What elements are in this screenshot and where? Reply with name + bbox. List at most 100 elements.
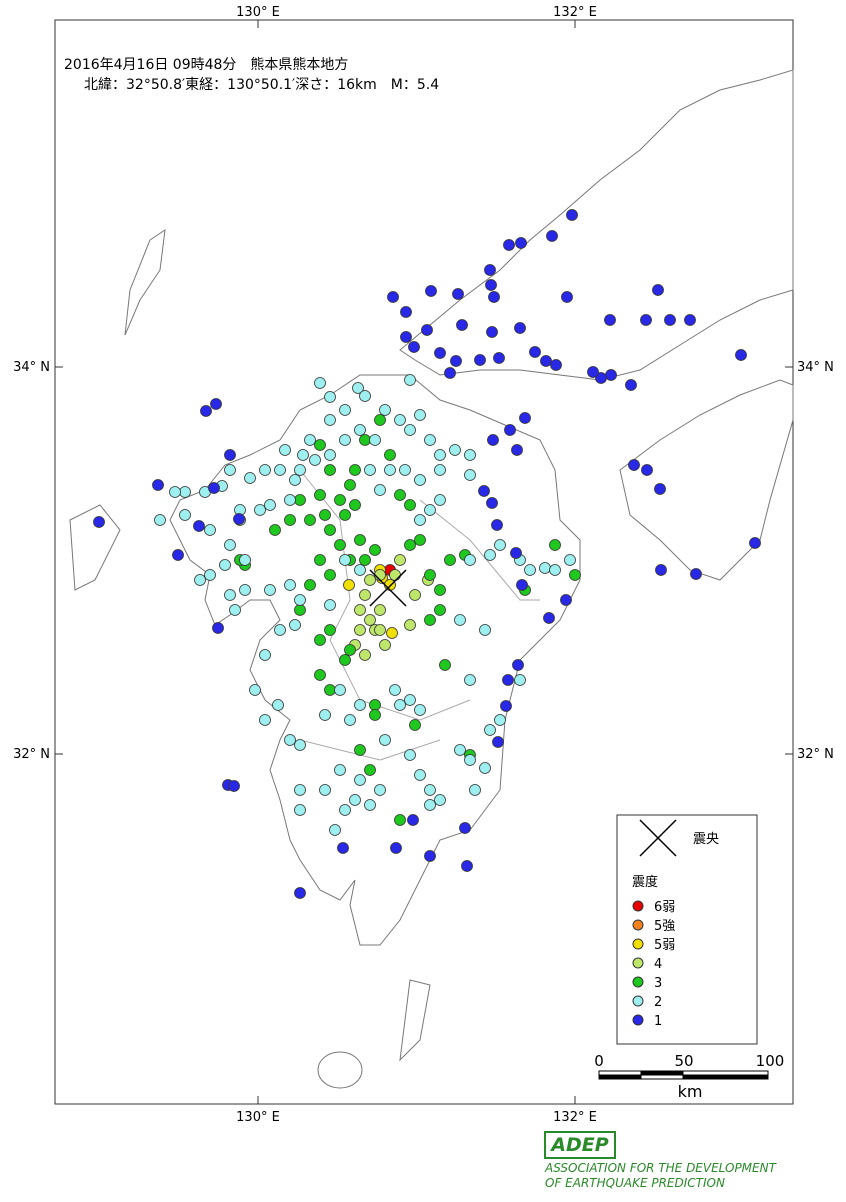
station-dot bbox=[354, 744, 366, 756]
legend-swatch bbox=[632, 1014, 644, 1026]
station-dot bbox=[439, 659, 451, 671]
station-dot bbox=[524, 564, 536, 576]
station-dot bbox=[352, 382, 364, 394]
station-dot bbox=[408, 341, 420, 353]
station-dot bbox=[543, 612, 555, 624]
station-dot bbox=[414, 409, 426, 421]
station-dot bbox=[374, 414, 386, 426]
station-dot bbox=[549, 564, 561, 576]
station-dot bbox=[640, 314, 652, 326]
station-dot bbox=[464, 674, 476, 686]
station-dot bbox=[294, 464, 306, 476]
station-dot bbox=[454, 744, 466, 756]
station-dot bbox=[179, 509, 191, 521]
station-dot bbox=[274, 464, 286, 476]
prefecture-border bbox=[299, 469, 540, 761]
station-dot bbox=[374, 624, 386, 636]
legend-swatch bbox=[632, 976, 644, 988]
station-dot bbox=[424, 784, 436, 796]
station-dot bbox=[204, 524, 216, 536]
station-dot bbox=[264, 584, 276, 596]
station-dot bbox=[500, 700, 512, 712]
station-dot bbox=[389, 569, 401, 581]
station-dot bbox=[409, 589, 421, 601]
station-dot bbox=[414, 704, 426, 716]
legend-label: 5弱 bbox=[654, 938, 675, 953]
legend-swatch bbox=[632, 938, 644, 950]
station-dot bbox=[735, 349, 747, 361]
station-dot bbox=[204, 569, 216, 581]
legend-label: 4 bbox=[654, 957, 662, 972]
station-dot bbox=[224, 589, 236, 601]
station-dot bbox=[324, 684, 336, 696]
station-dot bbox=[249, 684, 261, 696]
station-dot bbox=[404, 694, 416, 706]
station-dot bbox=[354, 534, 366, 546]
station-dot bbox=[454, 614, 466, 626]
station-dot bbox=[493, 352, 505, 364]
station-dot bbox=[334, 764, 346, 776]
station-dot bbox=[244, 472, 256, 484]
station-dot bbox=[354, 424, 366, 436]
station-dot bbox=[274, 624, 286, 636]
station-dot bbox=[595, 372, 607, 384]
station-dot bbox=[514, 674, 526, 686]
station-dot bbox=[349, 794, 361, 806]
station-dot bbox=[229, 604, 241, 616]
station-dot bbox=[684, 314, 696, 326]
station-dot bbox=[491, 519, 503, 531]
station-dot bbox=[319, 784, 331, 796]
station-dot bbox=[339, 804, 351, 816]
station-dot bbox=[324, 414, 336, 426]
station-dot bbox=[424, 569, 436, 581]
station-dot bbox=[259, 464, 271, 476]
station-dot bbox=[503, 239, 515, 251]
legend-epicenter-icon bbox=[639, 819, 677, 857]
station-dot bbox=[304, 434, 316, 446]
station-dot bbox=[664, 314, 676, 326]
station-dot bbox=[314, 489, 326, 501]
legend-title: 震度 bbox=[632, 874, 658, 890]
legend-swatch bbox=[632, 957, 644, 969]
station-dot bbox=[474, 354, 486, 366]
scale-unit: km bbox=[678, 1082, 703, 1101]
station-dot bbox=[434, 494, 446, 506]
station-dot bbox=[394, 699, 406, 711]
station-dot bbox=[314, 377, 326, 389]
station-dot bbox=[324, 391, 336, 403]
station-dot bbox=[359, 649, 371, 661]
station-dot bbox=[349, 464, 361, 476]
station-dot bbox=[284, 579, 296, 591]
station-dot bbox=[444, 554, 456, 566]
station-dot bbox=[369, 709, 381, 721]
station-dot bbox=[259, 714, 271, 726]
station-dot bbox=[394, 414, 406, 426]
lat-label: 34° N bbox=[13, 360, 50, 375]
station-dot bbox=[344, 644, 356, 656]
station-dot bbox=[484, 724, 496, 736]
station-dot bbox=[486, 326, 498, 338]
logo-box bbox=[544, 1131, 616, 1159]
station-dot bbox=[224, 449, 236, 461]
station-dot bbox=[339, 509, 351, 521]
station-dot bbox=[294, 494, 306, 506]
station-dot bbox=[294, 804, 306, 816]
lon-label: 132° E bbox=[553, 1110, 597, 1125]
station-dot bbox=[359, 390, 371, 402]
legend-label: 2 bbox=[654, 995, 662, 1010]
station-dot bbox=[239, 584, 251, 596]
station-dot bbox=[172, 549, 184, 561]
logo-text: OF EARTHQUAKE PREDICTION bbox=[545, 1176, 725, 1190]
station-dot bbox=[294, 784, 306, 796]
station-dot bbox=[294, 887, 306, 899]
station-dot bbox=[379, 639, 391, 651]
station-dot bbox=[289, 619, 301, 631]
station-dot bbox=[228, 780, 240, 792]
station-dot bbox=[387, 291, 399, 303]
station-dot bbox=[294, 594, 306, 606]
station-dot bbox=[519, 412, 531, 424]
station-dot bbox=[329, 824, 341, 836]
station-dot bbox=[404, 749, 416, 761]
station-dot bbox=[294, 739, 306, 751]
